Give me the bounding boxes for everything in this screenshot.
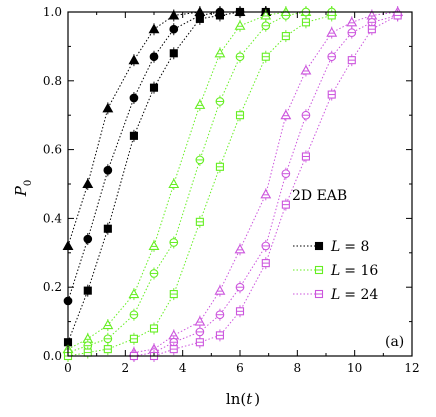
- x-tick-label: 8: [294, 361, 302, 375]
- data-point-square: [149, 83, 159, 92]
- y-tick-label: 0.4: [43, 211, 62, 225]
- data-point-triangle: [194, 99, 206, 109]
- series-line-g1-triangle: [67, 11, 332, 350]
- system-annotation: 2D EAB: [292, 188, 347, 204]
- panel-label: (a): [385, 334, 404, 350]
- data-point-triangle: [128, 288, 140, 299]
- data-point-triangle: [214, 285, 226, 295]
- x-tick-label: 12: [404, 361, 419, 375]
- x-tick-label: 4: [179, 361, 187, 375]
- x-axis-title: ln(t): [226, 390, 260, 408]
- svg-text:P0: P0: [12, 180, 34, 197]
- plot-frame: [67, 11, 413, 357]
- y-tick-label: 0.2: [43, 280, 62, 294]
- data-point-triangle: [346, 16, 358, 27]
- data-point-triangle: [148, 23, 160, 34]
- data-point-square: [169, 49, 178, 58]
- data-point-circle: [149, 52, 159, 62]
- data-point-circle: [169, 24, 179, 34]
- data-point-circle: [129, 93, 139, 103]
- legend-label: L = 8: [330, 239, 369, 255]
- data-point-triangle: [194, 315, 206, 326]
- data-point-triangle: [168, 9, 180, 20]
- legend: L = 8 L = 16 L = 24: [293, 239, 378, 303]
- x-tick-label: 2: [122, 361, 130, 375]
- data-point-triangle: [214, 47, 226, 58]
- data-point-square: [215, 11, 224, 20]
- legend-label: L = 16: [330, 263, 378, 279]
- series-points-layer: [62, 6, 404, 362]
- data-point-triangle: [82, 178, 94, 189]
- x-tick-label: 0: [64, 361, 72, 375]
- data-point-triangle: [102, 319, 114, 330]
- data-point-square: [129, 131, 138, 140]
- data-point-circle: [103, 165, 113, 175]
- y-tick-label: 0.0: [43, 349, 62, 363]
- legend-label: L = 24: [330, 287, 378, 303]
- data-point-square: [83, 286, 92, 295]
- data-point-triangle: [128, 54, 140, 65]
- data-point-triangle: [168, 178, 180, 189]
- data-point-circle: [83, 234, 93, 244]
- series-line-g1-square: [67, 14, 332, 357]
- legend-marker: [314, 241, 324, 251]
- data-point-square: [195, 14, 204, 23]
- data-point-triangle: [102, 102, 114, 113]
- data-point-triangle: [234, 20, 246, 30]
- y-tick-label: 1.0: [43, 5, 62, 19]
- y-axis-title: P0: [12, 180, 34, 197]
- y-tick-label: 0.8: [43, 74, 62, 88]
- x-tick-label: 10: [347, 361, 362, 375]
- data-point-triangle: [300, 64, 312, 75]
- series-line-g0-triangle: [67, 11, 266, 247]
- series-line-g0-square: [67, 11, 266, 343]
- x-tick-label: 6: [236, 361, 244, 375]
- data-point-triangle: [280, 109, 292, 120]
- data-point-triangle: [234, 243, 246, 254]
- data-point-triangle: [260, 188, 272, 199]
- y-tick-label: 0.6: [43, 143, 62, 157]
- data-point-triangle: [148, 240, 160, 250]
- data-point-square: [103, 224, 112, 233]
- data-point-triangle: [260, 9, 272, 20]
- series-line-g1-circle: [67, 11, 332, 354]
- data-point-triangle: [326, 27, 338, 37]
- axes-layer: 0 2 4 6 8 10 12 0.0 0.2 0.4 0.6 0.8 1.0: [43, 5, 420, 375]
